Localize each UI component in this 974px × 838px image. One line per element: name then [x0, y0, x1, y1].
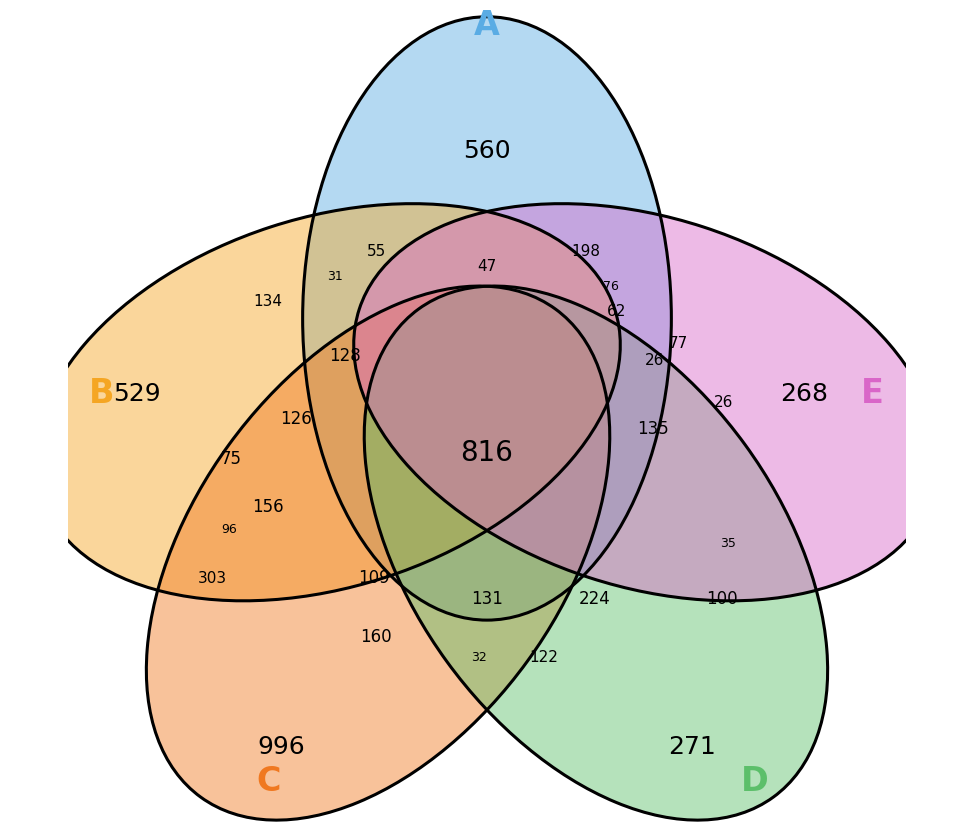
Text: 271: 271	[668, 736, 716, 759]
Text: 55: 55	[367, 244, 386, 259]
Text: 160: 160	[360, 628, 393, 646]
Text: 26: 26	[714, 395, 733, 410]
Text: 131: 131	[471, 590, 503, 608]
Text: 35: 35	[721, 536, 736, 550]
Text: 26: 26	[645, 353, 664, 368]
Text: 303: 303	[198, 571, 227, 586]
Text: 126: 126	[281, 410, 312, 428]
Text: 816: 816	[461, 438, 513, 467]
Text: D: D	[741, 764, 769, 798]
Text: 122: 122	[530, 650, 558, 665]
Text: B: B	[89, 377, 114, 411]
Text: E: E	[861, 377, 884, 411]
Text: 62: 62	[607, 304, 626, 319]
Text: 134: 134	[253, 294, 281, 309]
Text: 156: 156	[251, 498, 283, 516]
Text: 76: 76	[603, 280, 618, 293]
Text: 996: 996	[258, 736, 306, 759]
Ellipse shape	[146, 286, 610, 820]
Ellipse shape	[354, 204, 939, 601]
Text: 135: 135	[637, 420, 669, 438]
Text: 268: 268	[780, 382, 828, 406]
Text: 529: 529	[113, 382, 161, 406]
Text: 100: 100	[706, 590, 737, 608]
Text: 224: 224	[579, 590, 610, 608]
Ellipse shape	[35, 204, 620, 601]
Text: C: C	[257, 764, 281, 798]
Text: 77: 77	[668, 336, 688, 351]
Text: 75: 75	[221, 450, 242, 468]
Text: 31: 31	[326, 270, 342, 283]
Text: 96: 96	[221, 523, 237, 536]
Text: 109: 109	[358, 569, 390, 587]
Text: 32: 32	[470, 651, 486, 665]
Text: A: A	[474, 8, 500, 42]
Text: 47: 47	[477, 259, 497, 274]
Text: 128: 128	[328, 347, 360, 365]
Ellipse shape	[364, 286, 828, 820]
Ellipse shape	[303, 17, 671, 620]
Text: 198: 198	[572, 244, 600, 259]
Text: 560: 560	[464, 139, 510, 163]
